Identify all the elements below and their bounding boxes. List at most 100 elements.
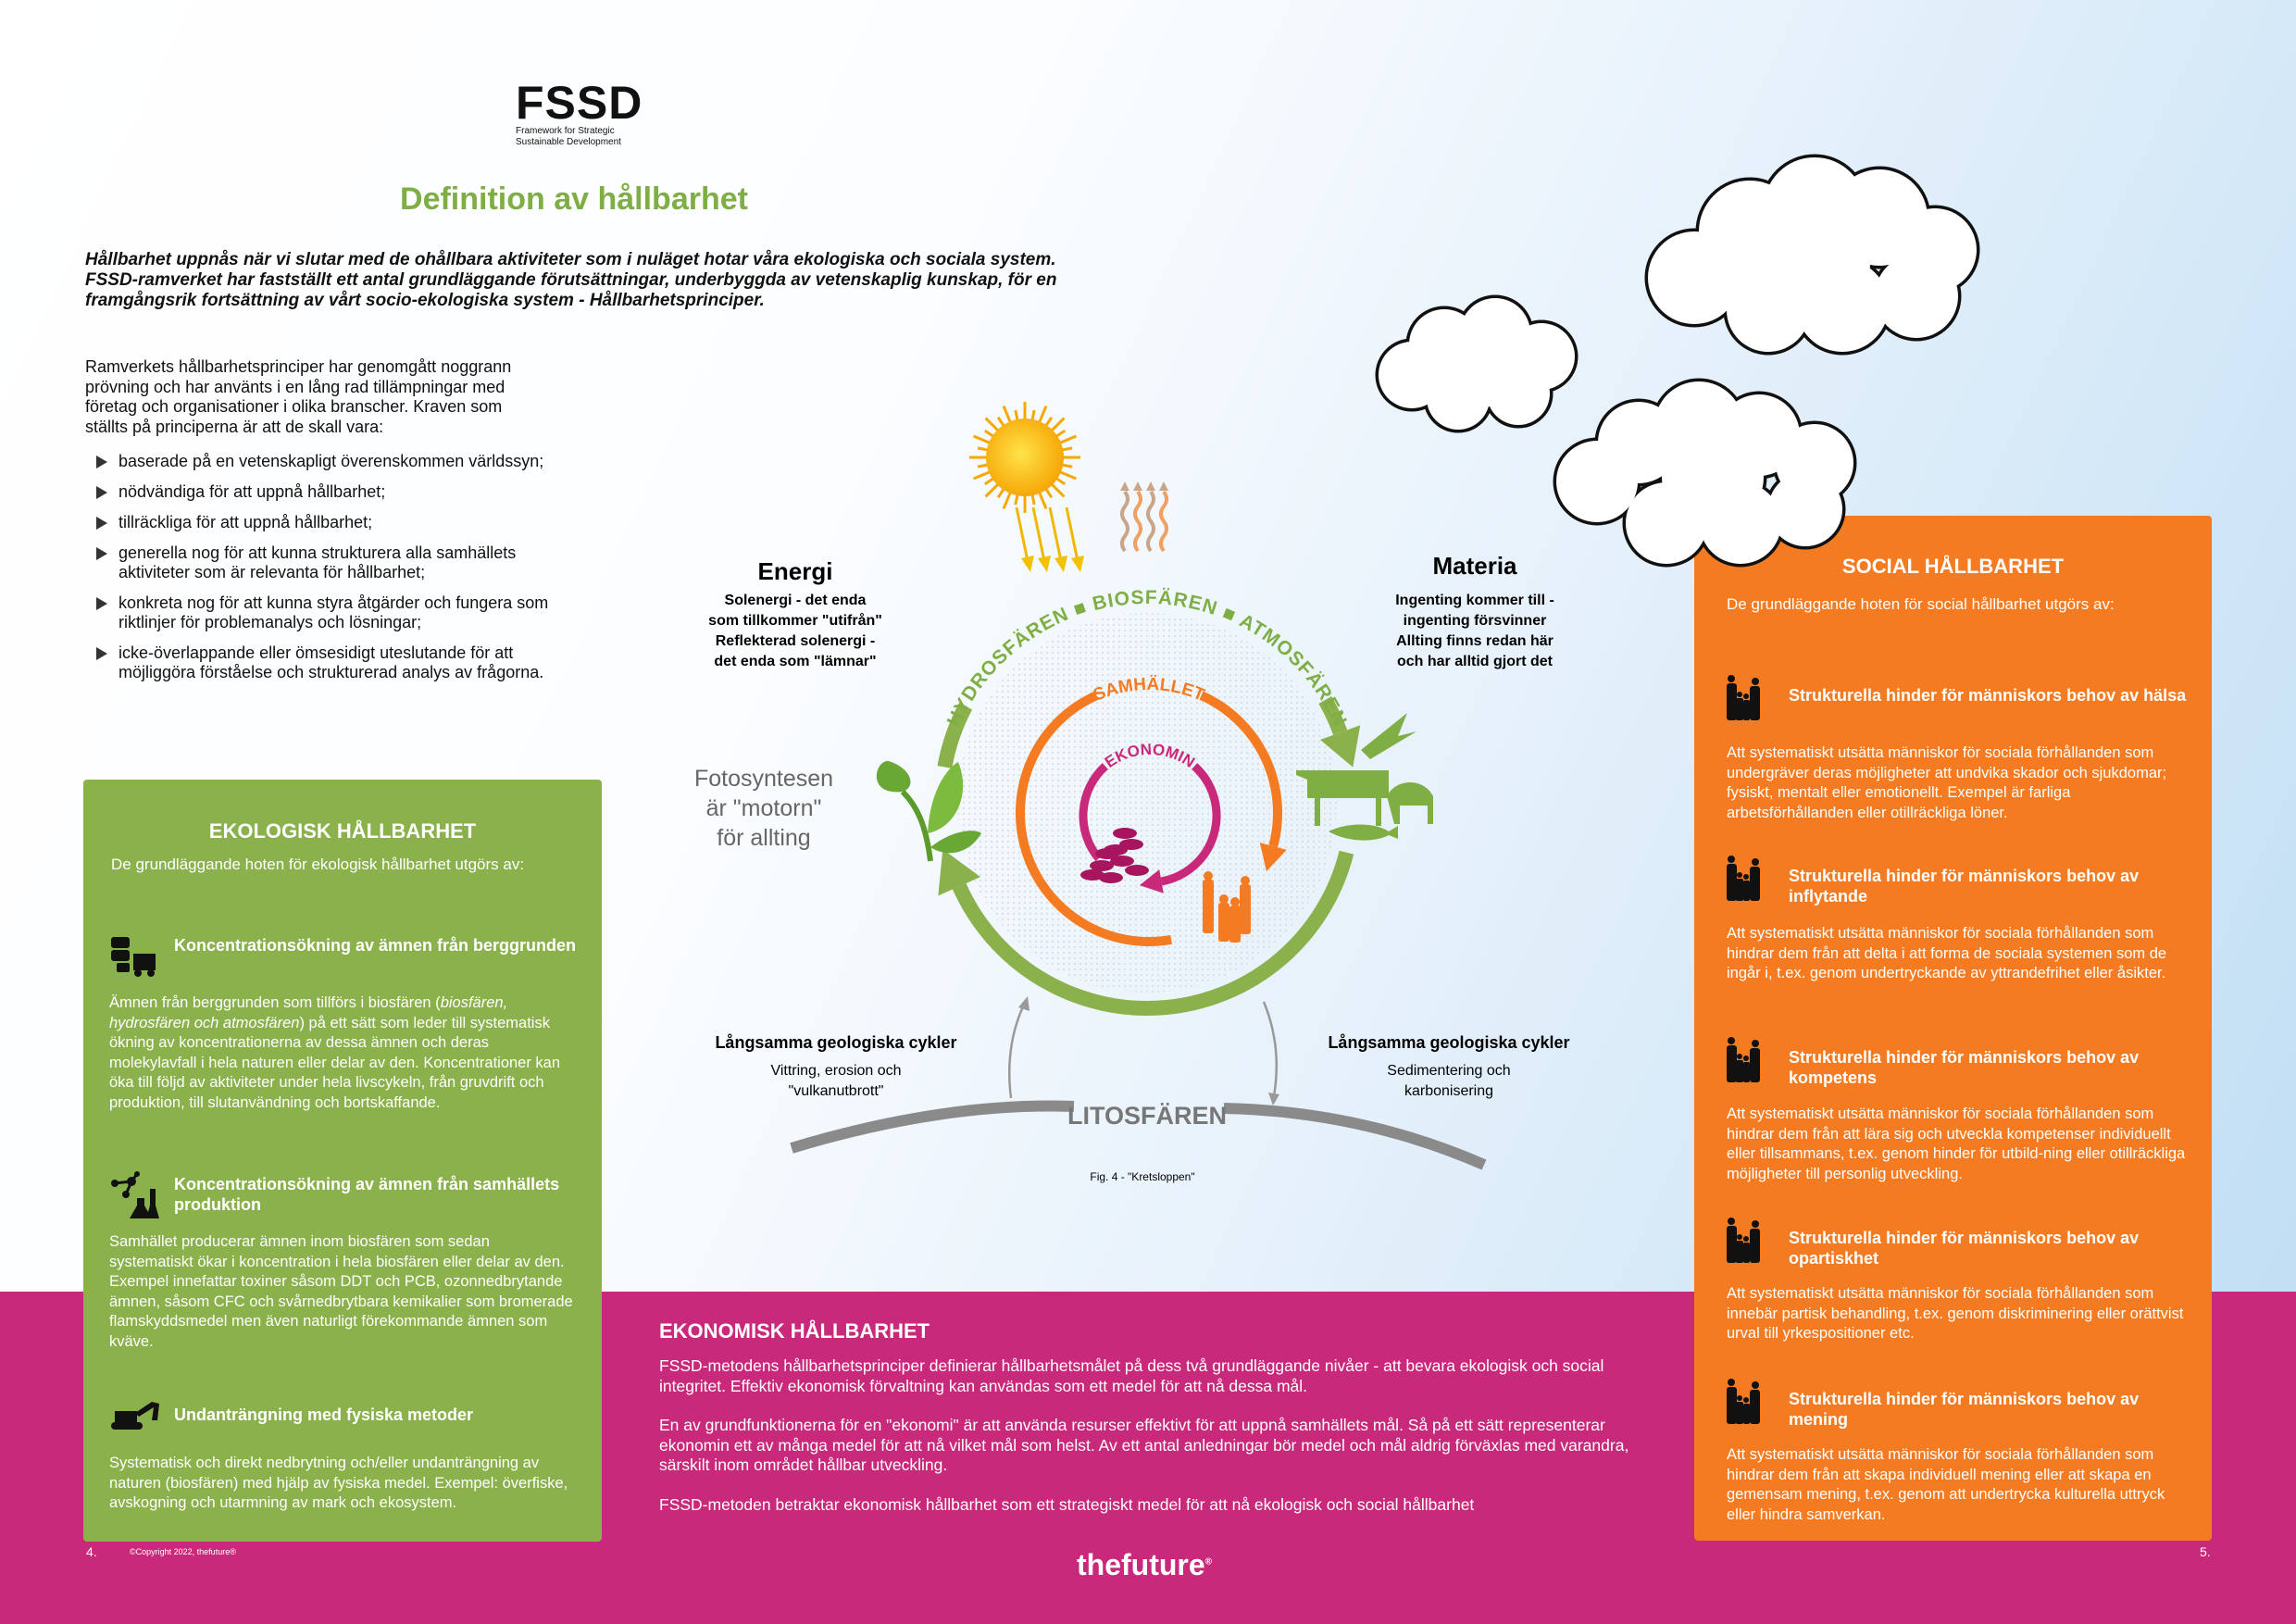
list-item: baserade på en vetenskapligt överenskomm… bbox=[93, 452, 555, 471]
sun-ray bbox=[1058, 434, 1078, 445]
economic-section: EKONOMISK HÅLLBARHET FSSD-metodens hållb… bbox=[659, 1319, 1641, 1534]
sun-ray bbox=[1060, 463, 1073, 468]
photosynthesis-line: Fotosyntesen bbox=[694, 766, 833, 792]
threat-heading: Koncentrationsökning av ämnen från samhä… bbox=[174, 1175, 560, 1214]
sun-ray bbox=[1058, 469, 1078, 481]
copyright: ©Copyright 2022, thefuture® bbox=[130, 1547, 236, 1556]
person-body bbox=[1203, 880, 1214, 933]
energy-line: Reflekterad solenergi - bbox=[716, 633, 876, 649]
intro-line: FSSD-ramverket har fastställt ett antal … bbox=[85, 270, 1057, 290]
matter-line: Allting finns redan här bbox=[1396, 633, 1554, 649]
coin bbox=[1119, 839, 1143, 850]
sun-ray bbox=[1050, 482, 1066, 498]
body-emphasis: biosfären, hydrosfären och atmosfären bbox=[109, 994, 508, 1031]
sedimentation-arrow bbox=[1262, 1001, 1279, 1097]
page-number: 4. bbox=[86, 1544, 97, 1559]
person-body bbox=[1229, 906, 1241, 943]
intro-line: framgångsrik fortsättning av vårt socio-… bbox=[85, 291, 765, 310]
arrowhead bbox=[1319, 725, 1361, 768]
coin bbox=[1110, 856, 1134, 867]
lithosphere-left bbox=[790, 1100, 1075, 1154]
person-body bbox=[1218, 903, 1229, 942]
threat-body: Att systematiskt utsätta människor för s… bbox=[1727, 925, 2167, 981]
wave-arrowhead bbox=[1120, 481, 1129, 491]
sun-ray bbox=[983, 429, 995, 439]
section-title: EKONOMISK HÅLLBARHET bbox=[659, 1319, 930, 1343]
threat-heading: Strukturella hinder för människors behov… bbox=[1789, 867, 2140, 906]
page-number: 5. bbox=[2200, 1544, 2211, 1559]
matter-line: och har alltid gjort det bbox=[1397, 654, 1554, 669]
intro-text: Hållbarhet uppnås när vi slutar med de o… bbox=[85, 250, 1085, 311]
arrowhead bbox=[1018, 996, 1029, 1011]
person-head bbox=[1241, 876, 1250, 885]
lithosphere-label: LITOSFÄREN bbox=[1067, 1102, 1227, 1130]
lead-paragraph: Ramverkets hållbarhetsprinciper har geno… bbox=[85, 357, 512, 436]
list-item: generella nog för att kunna strukturera … bbox=[93, 543, 555, 582]
threat-body: Systematisk och direkt nedbrytning och/e… bbox=[109, 1455, 568, 1511]
cycle-line: Sedimentering och bbox=[1387, 1063, 1510, 1079]
arrowhead bbox=[938, 849, 981, 896]
family-icon bbox=[1727, 1379, 1760, 1424]
sun-ray bbox=[996, 416, 1006, 428]
sun-disc bbox=[986, 418, 1064, 496]
threat-heading: Strukturella hinder för människors behov… bbox=[1789, 1229, 2140, 1268]
threat-body: Att systematiskt utsätta människor för s… bbox=[1727, 1106, 2186, 1182]
biosphere-ring bbox=[952, 850, 1354, 1017]
heat-wave bbox=[1146, 490, 1155, 553]
sun-ray bbox=[977, 463, 990, 468]
coin bbox=[1125, 865, 1149, 876]
photosynthesis-line: är "motorn" bbox=[706, 795, 822, 821]
ray-line bbox=[1048, 506, 1063, 562]
family-icon bbox=[1727, 1218, 1760, 1263]
social-panel: SOCIAL HÅLLBARHET De grundläggande hoten… bbox=[1694, 516, 2212, 1541]
sun-ray bbox=[984, 417, 1000, 432]
threat-heading: Strukturella hinder för människors behov… bbox=[1789, 686, 2187, 705]
society-ring bbox=[1199, 691, 1282, 848]
wave-arrowhead bbox=[1159, 481, 1168, 491]
cycle-title: Långsamma geologiska cykler bbox=[715, 1033, 956, 1052]
ray-arrowhead bbox=[1054, 556, 1067, 572]
list-item: konkreta nog för att kunna styra åtgärde… bbox=[93, 593, 555, 632]
chemistry-molecule-icon bbox=[111, 1171, 159, 1218]
sun-ray bbox=[1054, 429, 1067, 439]
panel-subtitle: De grundläggande hoten för social hållba… bbox=[1727, 595, 2115, 613]
sun-ray bbox=[1043, 416, 1054, 428]
animals-icon bbox=[1296, 713, 1433, 841]
cloud-fill bbox=[1875, 255, 1958, 338]
person-body bbox=[1240, 884, 1251, 934]
threat-heading: Koncentrationsökning av ämnen från bergg… bbox=[174, 936, 577, 955]
sun-ray bbox=[996, 487, 1006, 499]
sun-ray bbox=[1002, 405, 1013, 424]
person-head bbox=[1230, 897, 1240, 906]
panel-subtitle: De grundläggande hoten för ekologisk hål… bbox=[111, 856, 525, 873]
heat-wave bbox=[1159, 490, 1168, 553]
plant-icon bbox=[876, 760, 981, 862]
biosphere-ring bbox=[937, 703, 973, 768]
cycle-line: "vulkanutbrott" bbox=[789, 1083, 884, 1099]
lithosphere-right bbox=[1223, 1103, 1487, 1170]
cloud-fill bbox=[1759, 208, 1870, 319]
panel-title: SOCIAL HÅLLBARHET bbox=[1841, 555, 2065, 578]
economy-ring bbox=[1079, 763, 1108, 862]
family-icon bbox=[1203, 871, 1251, 943]
threat-heading: Undanträngning med fysiska metoder bbox=[174, 1405, 474, 1424]
cycle-title: Långsamma geologiska cykler bbox=[1328, 1033, 1569, 1052]
matter-title: Materia bbox=[1432, 552, 1517, 580]
principles-list: baserade på en vetenskapligt överenskomm… bbox=[93, 452, 555, 693]
list-item: nödvändiga för att uppnå hållbarhet; bbox=[93, 482, 555, 502]
sun-ray bbox=[1060, 446, 1073, 452]
lithosphere-arc bbox=[790, 996, 1487, 1170]
family-icon bbox=[1727, 856, 1760, 901]
sun-ray bbox=[1037, 491, 1048, 510]
excavator-icon bbox=[111, 1402, 159, 1430]
threat-heading: Strukturella hinder för människors behov… bbox=[1789, 1048, 2140, 1087]
photosynthesis-line: för allting bbox=[717, 825, 810, 851]
energy-title: Energi bbox=[758, 557, 833, 585]
cloud-fill bbox=[1768, 472, 1842, 546]
family-icon bbox=[1727, 1037, 1760, 1082]
logo-tagline: Framework for Strategic bbox=[516, 126, 615, 136]
cycle-line: Vittring, erosion och bbox=[770, 1063, 901, 1079]
energy-line: det enda som "lämnar" bbox=[714, 654, 876, 669]
ray-line bbox=[1015, 506, 1029, 562]
